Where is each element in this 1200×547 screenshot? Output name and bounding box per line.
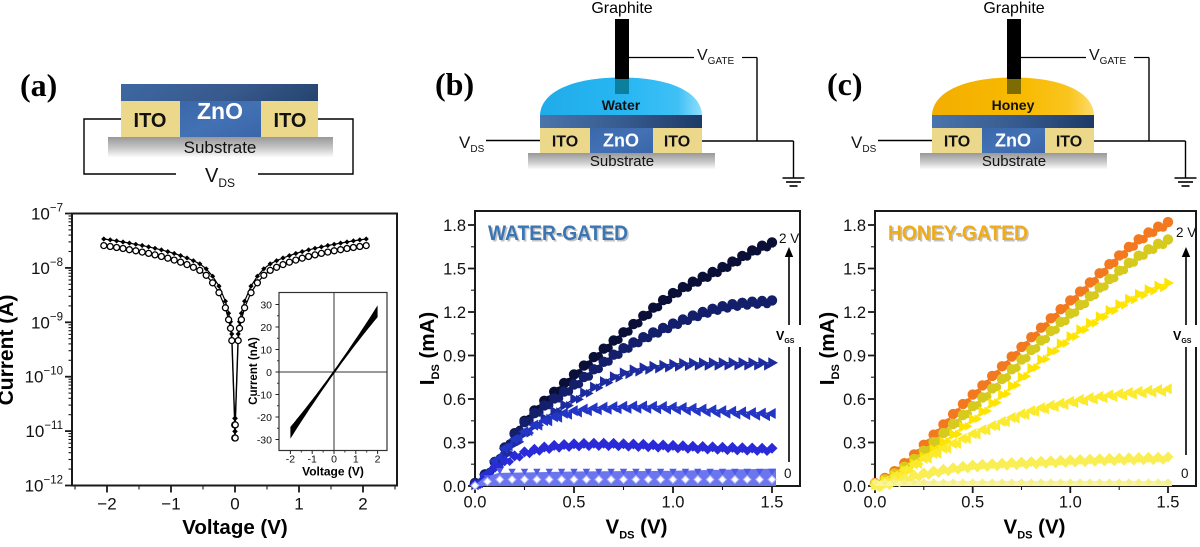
svg-text:1.5: 1.5 <box>1157 494 1180 512</box>
svg-text:ZnO: ZnO <box>603 131 639 151</box>
svg-text:-30: -30 <box>257 434 272 446</box>
svg-text:Current (A): Current (A) <box>0 295 18 406</box>
svg-text:1.8: 1.8 <box>443 217 466 235</box>
svg-text:−1: −1 <box>161 495 180 514</box>
svg-text:0.3: 0.3 <box>443 434 466 452</box>
svg-text:0: 0 <box>331 454 337 466</box>
svg-text:10: 10 <box>260 344 272 356</box>
svg-text:0.5: 0.5 <box>563 494 586 512</box>
svg-text:Graphite: Graphite <box>591 0 652 17</box>
svg-text:ITO: ITO <box>664 134 690 151</box>
svg-text:0.0: 0.0 <box>843 478 866 496</box>
svg-text:HONEY-GATED: HONEY-GATED <box>890 224 1030 247</box>
svg-text:WATER-GATED: WATER-GATED <box>488 222 628 245</box>
svg-text:Substrate: Substrate <box>590 153 654 170</box>
svg-text:Voltage (V): Voltage (V) <box>302 465 364 479</box>
svg-text:HONEY-GATED: HONEY-GATED <box>888 222 1028 245</box>
svg-text:0.0: 0.0 <box>443 478 466 496</box>
svg-text:0.6: 0.6 <box>443 391 466 409</box>
svg-text:2: 2 <box>375 454 381 466</box>
svg-text:ITO: ITO <box>134 110 167 132</box>
svg-text:0.0: 0.0 <box>464 494 487 512</box>
svg-text:1.8: 1.8 <box>843 217 866 235</box>
svg-text:0.3: 0.3 <box>843 434 866 452</box>
svg-text:ITO: ITO <box>944 134 970 151</box>
svg-text:1.0: 1.0 <box>662 494 685 512</box>
svg-text:30: 30 <box>260 299 272 311</box>
svg-text:0: 0 <box>230 495 239 514</box>
svg-text:ZnO: ZnO <box>995 131 1031 151</box>
svg-text:ITO: ITO <box>274 110 307 132</box>
svg-text:1.5: 1.5 <box>843 260 866 278</box>
svg-text:1.2: 1.2 <box>843 304 866 322</box>
svg-text:20: 20 <box>260 322 272 334</box>
svg-text:0.9: 0.9 <box>843 347 866 365</box>
svg-text:0: 0 <box>1181 466 1189 481</box>
svg-text:Honey: Honey <box>992 97 1035 113</box>
svg-text:VDS (V): VDS (V) <box>1004 516 1066 542</box>
svg-text:1.2: 1.2 <box>443 304 466 322</box>
svg-text:0: 0 <box>784 466 792 481</box>
svg-text:ITO: ITO <box>552 134 578 151</box>
svg-text:WATER-GATED: WATER-GATED <box>490 224 630 247</box>
svg-text:1.5: 1.5 <box>443 260 466 278</box>
svg-text:1.0: 1.0 <box>1059 494 1082 512</box>
svg-text:(b): (b) <box>435 66 474 102</box>
svg-text:ITO: ITO <box>1056 134 1082 151</box>
svg-text:0.9: 0.9 <box>443 347 466 365</box>
svg-text:Substrate: Substrate <box>184 138 257 157</box>
svg-text:VDS (V): VDS (V) <box>606 516 668 542</box>
svg-text:-10: -10 <box>257 389 272 401</box>
svg-text:ZnO: ZnO <box>197 98 243 124</box>
svg-text:-20: -20 <box>257 412 272 424</box>
svg-text:−2: −2 <box>97 495 116 514</box>
svg-text:2: 2 <box>358 495 367 514</box>
svg-text:1.5: 1.5 <box>761 494 784 512</box>
svg-text:(c): (c) <box>827 66 863 102</box>
svg-text:0: 0 <box>266 367 272 379</box>
svg-text:Graphite: Graphite <box>983 0 1044 17</box>
svg-text:-1: -1 <box>308 454 317 466</box>
svg-text:Water: Water <box>602 97 641 113</box>
svg-text:Substrate: Substrate <box>982 153 1046 170</box>
svg-text:0.5: 0.5 <box>961 494 984 512</box>
svg-text:1: 1 <box>294 495 303 514</box>
svg-text:Current (nA): Current (nA) <box>248 337 260 405</box>
svg-text:0.6: 0.6 <box>843 391 866 409</box>
svg-text:2 V: 2 V <box>779 231 799 246</box>
svg-text:(a): (a) <box>20 67 57 103</box>
svg-text:Voltage (V): Voltage (V) <box>182 516 288 539</box>
svg-text:1: 1 <box>353 454 359 466</box>
svg-text:0.0: 0.0 <box>864 494 887 512</box>
svg-text:-2: -2 <box>286 454 295 466</box>
svg-text:2 V: 2 V <box>1176 225 1196 240</box>
